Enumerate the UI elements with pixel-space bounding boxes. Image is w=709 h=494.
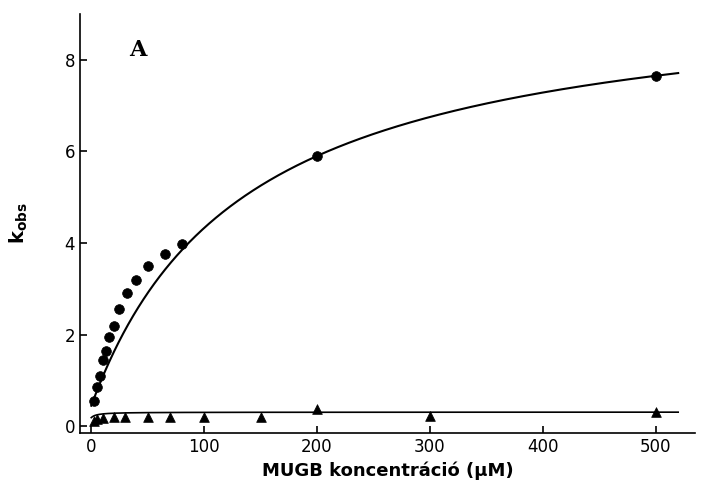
Point [142, 413, 153, 421]
Text: $\mathbf{k_{obs}}$: $\mathbf{k_{obs}}$ [7, 203, 30, 245]
Point [122, 289, 133, 297]
Point [199, 413, 210, 421]
Point [650, 408, 661, 415]
Point [104, 333, 115, 341]
Point [108, 413, 120, 421]
Point [255, 413, 267, 421]
Point [94, 372, 106, 380]
Text: A: A [129, 39, 147, 61]
Point [100, 347, 111, 355]
Point [424, 412, 435, 420]
X-axis label: MUGB koncentráció (μM): MUGB koncentráció (μM) [262, 461, 513, 480]
Point [130, 276, 142, 284]
Point [88, 417, 99, 425]
Point [176, 241, 187, 248]
Point [108, 322, 120, 329]
Point [91, 383, 103, 391]
Point [88, 397, 99, 405]
Point [97, 413, 108, 421]
Point [311, 405, 323, 413]
Point [142, 262, 153, 270]
Point [114, 305, 125, 313]
Point [119, 413, 130, 421]
Point [91, 415, 103, 423]
Point [650, 72, 661, 80]
Point [97, 356, 108, 364]
Point [164, 413, 176, 421]
Point [159, 250, 170, 258]
Point [311, 152, 323, 160]
